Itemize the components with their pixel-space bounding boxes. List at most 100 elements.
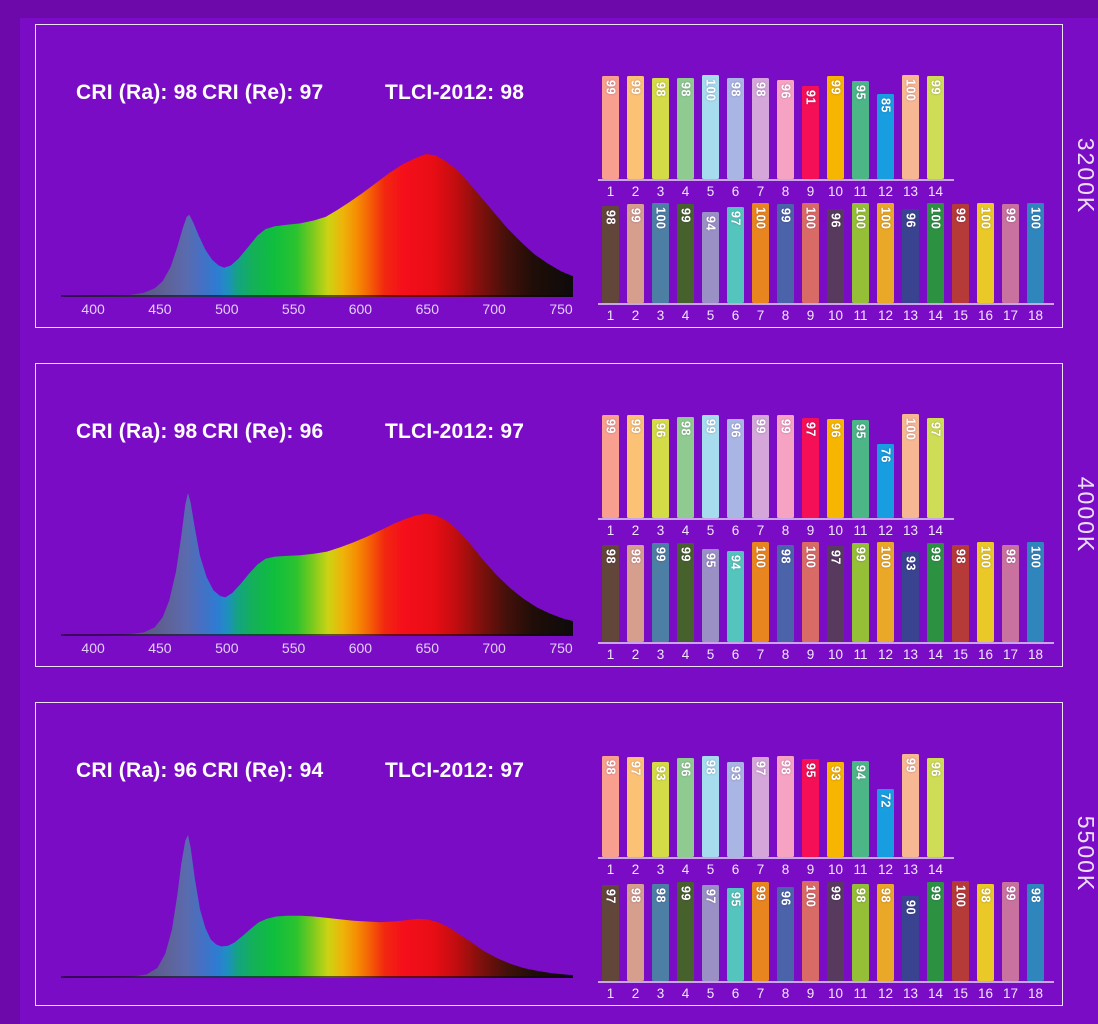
cri-ra-value: CRI (Ra): 98 <box>76 420 198 443</box>
bar-sample-2: 99 <box>627 204 644 303</box>
bar-value: 100 <box>878 207 893 230</box>
bar-value: 96 <box>828 213 843 228</box>
bar-sample-6: 96 <box>727 419 744 518</box>
bar-sample-2: 98 <box>627 545 644 642</box>
bar-category-label: 7 <box>756 184 765 199</box>
bar-value: 98 <box>678 82 693 97</box>
cri-bar-chart-18-axis-line <box>598 303 1054 305</box>
panel-5500K: 5500K CRI (Ra): 96 CRI (Re): 94 TLCI-2012: … <box>35 702 1098 1006</box>
bar-sample-16: 100 <box>977 203 994 303</box>
spd-curve-area <box>61 835 573 978</box>
cri-bar-chart-18-axis-line <box>598 642 1054 644</box>
bar-value: 100 <box>903 418 918 441</box>
bar-category-label: 10 <box>827 308 844 323</box>
bar-category-label: 13 <box>902 523 919 538</box>
bar-sample-1: 99 <box>602 415 619 518</box>
bar-sample-1: 98 <box>602 545 619 642</box>
cri-bar-chart-14-category-labels: 1 2 3 4 5 6 7 8 9 10 11 12 13 14 <box>598 184 948 199</box>
bar-category-label: 2 <box>631 308 640 323</box>
bar-value: 98 <box>728 82 743 97</box>
bar-value: 93 <box>903 556 918 571</box>
cri-bar-chart-14-category-labels: 1 2 3 4 5 6 7 8 9 10 11 12 13 14 <box>598 862 948 877</box>
bar-sample-5: 95 <box>702 549 719 642</box>
bar-category-label: 18 <box>1027 647 1044 662</box>
bar-value: 95 <box>853 85 868 100</box>
bar-sample-18: 98 <box>1027 884 1044 981</box>
bar-sample-7: 97 <box>752 757 769 857</box>
cri-bar-chart-14: 99 99 98 98 100 98 98 96 91 99 95 85 100 99 1 2 3 4 5 6 7 8 9 1… <box>598 69 954 199</box>
bar-sample-15: 99 <box>952 204 969 303</box>
bar-value: 98 <box>603 760 618 775</box>
bar-value: 99 <box>628 208 643 223</box>
bar-category-label: 12 <box>877 308 894 323</box>
bar-category-label: 17 <box>1002 647 1019 662</box>
bar-value: 100 <box>903 79 918 102</box>
wavelength-tick-label: 700 <box>482 301 506 317</box>
bar-category-label: 7 <box>756 647 765 662</box>
bar-sample-13: 96 <box>902 209 919 303</box>
bar-sample-14: 99 <box>927 882 944 981</box>
bar-value: 99 <box>928 886 943 901</box>
spectrum-chart <box>61 147 573 297</box>
bar-category-label: 2 <box>631 862 640 877</box>
bar-sample-13: 99 <box>902 754 919 857</box>
bar-value: 94 <box>703 216 718 231</box>
bar-category-label: 3 <box>656 647 665 662</box>
bar-value: 99 <box>678 547 693 562</box>
bar-value: 99 <box>678 208 693 223</box>
panel-3200K: 3200K CRI (Ra): 98 CRI (Re): 97 TLCI-2012: … <box>35 24 1098 328</box>
bar-category-label: 6 <box>731 184 740 199</box>
bar-category-label: 14 <box>927 986 944 1001</box>
bar-category-label: 9 <box>806 523 815 538</box>
bar-sample-10: 97 <box>827 546 844 642</box>
bar-value: 93 <box>728 766 743 781</box>
cri-re-value: CRI (Re): 97 <box>202 81 324 104</box>
wavelength-tick-label: 550 <box>281 640 306 656</box>
bar-value: 85 <box>878 98 893 113</box>
bar-value: 99 <box>628 419 643 434</box>
bar-category-label: 15 <box>952 647 969 662</box>
color-temperature-label: 4000K <box>1073 476 1098 554</box>
spectrum-chart <box>61 486 573 636</box>
panel-4000K: 4000K CRI (Ra): 98 CRI (Re): 96 TLCI-2012: … <box>35 363 1098 667</box>
cri-bar-chart-14: 98 97 93 96 98 93 97 98 95 93 94 72 99 96 1 2 3 4 5 6 7 8 9 10 1… <box>598 747 954 877</box>
bar-category-label: 12 <box>877 647 894 662</box>
bar-value: 98 <box>603 210 618 225</box>
bar-category-label: 7 <box>756 523 765 538</box>
cri-bar-chart-18: 98 99 100 99 94 97 100 99 100 96 100 100 96 100 99 100 9… <box>598 202 1054 323</box>
bar-category-label: 9 <box>806 862 815 877</box>
bar-value: 100 <box>1028 546 1043 569</box>
cri-bar-chart-14-bars: 99 99 98 98 100 98 98 96 91 99 95 85 100 99 <box>602 69 948 179</box>
bar-category-label: 16 <box>977 986 994 1001</box>
wavelength-tick-label: 450 <box>148 640 172 656</box>
bar-value: 100 <box>753 546 768 569</box>
bar-sample-5: 97 <box>702 885 719 981</box>
bar-sample-4: 99 <box>677 882 694 981</box>
cri-bar-chart-14-axis-line <box>598 518 954 520</box>
bar-category-label: 1 <box>606 308 615 323</box>
bar-value: 96 <box>778 84 793 99</box>
tlci-value: TLCI-2012: 97 <box>385 420 525 443</box>
bar-value: 97 <box>703 889 718 904</box>
bar-category-label: 17 <box>1002 308 1019 323</box>
spectrum-chart <box>61 828 573 978</box>
bar-category-label: 15 <box>952 308 969 323</box>
bar-value: 97 <box>603 889 618 904</box>
bar-sample-5: 98 <box>702 756 719 857</box>
bar-value: 99 <box>678 886 693 901</box>
bar-sample-3: 99 <box>652 543 669 642</box>
bar-sample-8: 99 <box>777 415 794 518</box>
bar-value: 72 <box>878 793 893 808</box>
bar-sample-3: 100 <box>652 203 669 303</box>
bar-category-label: 14 <box>927 308 944 323</box>
bar-category-label: 2 <box>631 184 640 199</box>
spd-curve-area <box>61 154 573 297</box>
bar-category-label: 14 <box>927 523 944 538</box>
bar-sample-10: 93 <box>827 762 844 857</box>
cri-bar-chart-14-bars: 99 99 96 98 99 96 99 99 97 96 95 76 100 97 <box>602 408 948 518</box>
bar-category-label: 13 <box>902 986 919 1001</box>
bar-category-label: 3 <box>656 308 665 323</box>
spectrum-x-axis-line <box>61 295 573 297</box>
bar-value: 97 <box>928 422 943 437</box>
bar-sample-14: 99 <box>927 76 944 179</box>
